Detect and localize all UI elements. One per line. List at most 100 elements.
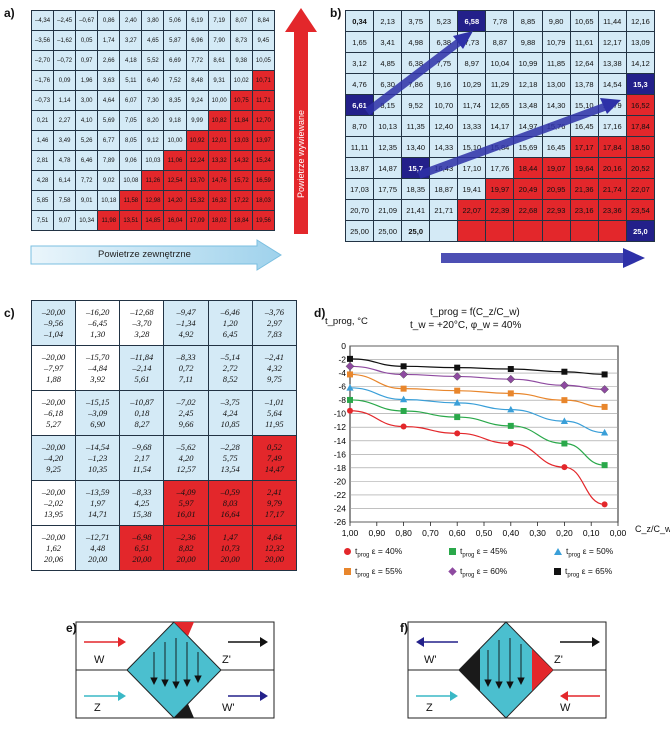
grid-c-value: –2,36: [176, 531, 196, 542]
grid-a-cell: 2,27: [53, 110, 77, 131]
grid-c-cell: –2,28 5,75 13,54: [207, 435, 253, 481]
chart-point: [600, 385, 609, 394]
chart-y-tick-label: -8: [338, 395, 346, 405]
grid-c-value: –16,20: [86, 306, 110, 317]
grid-b-cell: 20,95: [541, 178, 571, 200]
grid-b-cell: 13,78: [569, 73, 599, 95]
grid-c-value: 20,00: [220, 553, 240, 564]
grid-c-value: 20,00: [132, 553, 152, 564]
panel-letter-e: e): [66, 621, 77, 635]
grid-c-value: –3,76: [264, 306, 284, 317]
chart-x-tick-label: 0,70: [422, 528, 439, 538]
grid-c-value: 4,24: [222, 407, 238, 418]
grid-c-value: –9,68: [132, 441, 152, 452]
legend-sub: prog: [567, 572, 580, 579]
grid-b-cell: [597, 220, 627, 242]
grid-b-cell: 8,87: [485, 31, 515, 53]
table-row: –20,00 –2,02 13,95 –13,59 1,97 14,71 –8,33 4,25…: [30, 480, 298, 526]
grid-c-value: –5,14: [220, 351, 240, 362]
grid-b-cell: 12,64: [569, 52, 599, 74]
grid-a-cell: 9,07: [53, 210, 77, 231]
grid-b-cell: 5,23: [429, 10, 459, 32]
grid-c-value: 9,66: [178, 418, 194, 429]
grid-a-cell: 9,12: [141, 130, 165, 151]
grid-b-cell: 22,68: [513, 199, 543, 221]
chart-y-tick-label: -16: [334, 449, 347, 459]
grid-b-cell: 3,75: [401, 10, 431, 32]
grid-b-cell: 14,17: [485, 115, 515, 137]
legend-sub: prog: [462, 552, 475, 559]
panel-letter-b: b): [330, 6, 342, 20]
grid-b-cell: 22,07: [457, 199, 487, 221]
grid-c-cell: 0,52 7,49 14,47: [251, 435, 298, 481]
grid-a-cell: 9,99: [185, 110, 209, 131]
chart-point: [507, 366, 514, 373]
grid-c-cell: –20,00 1,62 20,06: [30, 525, 77, 571]
grid-c-cell: –3,75 4,24 10,85: [207, 390, 253, 436]
grid-c-value: 12,32: [264, 542, 284, 553]
grid-a-cell: 10,71: [251, 70, 276, 91]
legend-sub: prog: [568, 552, 581, 559]
grid-c-value: 20,00: [176, 553, 196, 564]
grid-b-cell: 17,84: [625, 115, 656, 137]
grid-a-cell: 0,97: [75, 50, 99, 71]
grid-a-table: –4,34 –2,45 –0,67 0,86 2,40 3,80 5,06 6,19 7,19 8…: [30, 10, 276, 231]
chart-series-line: [349, 387, 605, 434]
legend-prefix: t: [566, 546, 569, 556]
grid-b-cell: 25,0: [401, 220, 431, 242]
chart-point: [400, 395, 408, 403]
grid-a-cell: 7,30: [141, 90, 165, 111]
grid-a-cell: 3,63: [97, 70, 121, 91]
grid-c-value: –7,02: [176, 396, 196, 407]
grid-a-cell: 12,24: [185, 150, 209, 171]
grid-b-cell: 9,88: [513, 31, 543, 53]
legend-sub: prog: [462, 572, 475, 579]
grid-b-cell: 19,64: [569, 157, 599, 179]
grid-b-cell: 14,87: [373, 157, 403, 179]
legend-prefix: t: [355, 566, 358, 576]
grid-a-cell: 8,20: [141, 110, 165, 131]
legend-marker-icon: [554, 548, 562, 555]
legend-label: ε = 65%: [579, 566, 613, 576]
grid-c-value: –12,71: [86, 531, 110, 542]
grid-a-cell: 7,72: [75, 170, 99, 191]
grid-c-value: –2,41: [264, 351, 284, 362]
grid-c-value: –8,33: [132, 486, 152, 497]
table-row: 5,85 7,58 9,01 10,18 11,58 12,98 14,20 15,32 16,…: [30, 190, 276, 211]
diagram-e: [75, 621, 275, 719]
grid-b-table: 0,34 2,13 3,75 5,23 6,58 7,78 8,85 9,80 10,65 11,…: [344, 10, 656, 242]
arrow-outdoor-air: [30, 239, 282, 271]
grid-b-cell: 25,00: [373, 220, 403, 242]
grid-a-cell: 6,96: [185, 30, 209, 51]
legend-item: tprog ε = 50%: [554, 546, 613, 559]
grid-a-cell: 9,01: [75, 190, 99, 211]
grid-b-cell: [485, 220, 515, 242]
chart-x-tick-label: 0,50: [476, 528, 493, 538]
grid-a-cell: –1,76: [30, 70, 55, 91]
grid-c-value: 8,82: [178, 542, 194, 553]
grid-a-cell: 6,46: [75, 150, 99, 171]
grid-a-cell: 7,89: [97, 150, 121, 171]
grid-c-value: 20,00: [264, 553, 284, 564]
grid-a-cell: 13,97: [251, 130, 276, 151]
grid-a-cell: 14,20: [163, 190, 187, 211]
grid-a-cell: 15,24: [251, 150, 276, 171]
grid-c-value: –4,09: [176, 486, 196, 497]
diagram-e-label-z: Z: [94, 702, 101, 714]
legend-marker-icon: [449, 548, 456, 555]
grid-b-cell: 25,00: [344, 220, 375, 242]
grid-a-cell: –4,34: [30, 10, 55, 31]
grid-b-cell: 12,17: [597, 31, 627, 53]
chart-y-tick-label: -6: [338, 382, 346, 392]
grid-b-cell: 11,35: [401, 115, 431, 137]
table-row: –20,00 –7,97 1,88 –15,70 –4,84 3,92 –11,84 –2,1…: [30, 345, 298, 391]
chart-point: [347, 355, 353, 362]
grid-b-cell: 10,65: [569, 10, 599, 32]
grid-b-cell: 15,3: [625, 73, 656, 95]
grid-a-cell: 16,59: [251, 170, 276, 191]
grid-c-value: 2,41: [266, 486, 282, 497]
grid-b-cell: 8,85: [513, 10, 543, 32]
grid-a-cell: 3,00: [75, 90, 99, 111]
grid-a-cell: 16,32: [207, 190, 231, 211]
table-row: 17,03 17,75 18,35 18,87 19,41 19,97 20,49 20,95…: [344, 178, 656, 200]
